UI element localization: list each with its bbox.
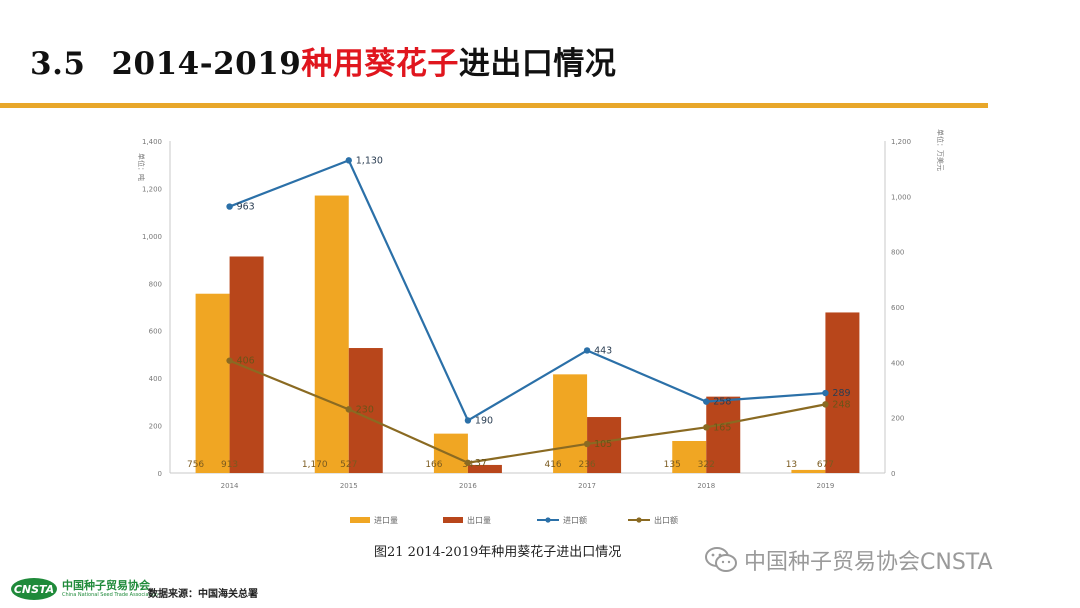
- line-point: [226, 203, 233, 210]
- bar-value-label: 1,170: [302, 460, 328, 470]
- legend-swatch: [443, 517, 463, 523]
- line-value-label: 258: [713, 397, 731, 408]
- bar-value-label: 13: [786, 460, 797, 470]
- import-value-line: [229, 158, 826, 422]
- x-tick-label: 2016: [459, 482, 477, 490]
- line-point: [464, 417, 472, 424]
- line-value-label: 1,130: [356, 155, 383, 166]
- legend-label: 进口额: [563, 515, 587, 525]
- line-point: [703, 398, 710, 405]
- cnsta-logo-icon: CNSTA: [11, 578, 57, 600]
- bar-export-volume: [348, 348, 383, 473]
- bar-import-volume: [791, 469, 826, 473]
- bar-value-label: 166: [425, 460, 442, 470]
- left-tick-label: 600: [149, 328, 162, 336]
- bar-value-label: 416: [544, 460, 561, 470]
- bar-import-volume: [195, 293, 230, 473]
- line-value-label: 190: [475, 415, 493, 426]
- right-tick-label: 200: [891, 415, 904, 423]
- x-tick-label: 2017: [578, 482, 596, 490]
- combo-chart: 0 200 400 600 800 1,000 1,200 1,400 0 200 400 600 80…: [137, 129, 945, 525]
- line-value-label: 443: [594, 345, 612, 356]
- bar-value-label: 913: [221, 460, 238, 470]
- legend-swatch: [350, 517, 370, 523]
- logo-badge-text: CNSTA: [14, 583, 54, 596]
- line-value-label: 165: [713, 422, 731, 433]
- wechat-icon: [705, 547, 737, 572]
- logo-name-en: China National Seed Trade Association: [62, 592, 159, 598]
- right-tick-label: 1,200: [891, 138, 911, 146]
- logo-name-cn: 中国种子贸易协会: [62, 579, 150, 592]
- bar-import-volume: [314, 195, 349, 473]
- watermark-text: 中国种子贸易协会CNSTA: [744, 550, 993, 575]
- line-value-label: 406: [237, 356, 255, 367]
- line-point: [703, 424, 710, 431]
- data-source: 数据来源：中国海关总署: [148, 589, 258, 600]
- left-axis-unit: 单位：吨: [137, 153, 146, 181]
- line-point: [822, 401, 829, 408]
- bar-value-label: 322: [698, 460, 715, 470]
- line-value-label: 289: [832, 388, 850, 399]
- line-value-label: 963: [237, 202, 255, 213]
- line-value-label: 105: [594, 439, 612, 450]
- x-tick-label: 2018: [697, 482, 715, 490]
- legend-swatch-marker: [545, 517, 551, 523]
- line-value-label: 230: [356, 404, 374, 415]
- bar-import-volume: [672, 440, 707, 473]
- bar-export-volume: [229, 256, 264, 473]
- right-tick-label: 400: [891, 359, 904, 367]
- right-tick-label: 800: [891, 249, 904, 257]
- left-tick-label: 1,400: [142, 138, 162, 146]
- line-point: [345, 406, 352, 413]
- bar-import-volume: [433, 433, 468, 473]
- bar-value-label: 756: [187, 460, 204, 470]
- bar-value-label: 236: [578, 460, 595, 470]
- section-number: 3.5: [30, 46, 86, 82]
- figure-caption: 图21 2014-2019年种用葵花子进出口情况: [374, 545, 622, 560]
- x-tick-label: 2014: [221, 482, 239, 490]
- left-tick-label: 1,000: [142, 233, 162, 241]
- bar-export-volume: [706, 396, 741, 473]
- bar-export-volume: [467, 464, 502, 473]
- right-tick-label: 0: [891, 470, 895, 478]
- legend-label: 出口额: [654, 515, 678, 525]
- line-value-label: 248: [832, 399, 850, 410]
- left-tick-label: 200: [149, 423, 162, 431]
- bar-value-label: 527: [340, 460, 357, 470]
- bar-value-label: 677: [817, 460, 834, 470]
- title-years: 2014-2019: [111, 46, 302, 82]
- x-tick-label: 2019: [817, 482, 835, 490]
- line-point: [583, 347, 591, 354]
- title-underline: [0, 103, 988, 108]
- title-tail: 进出口情况: [458, 46, 617, 82]
- right-tick-label: 1,000: [891, 193, 911, 201]
- wechat-watermark: 中国种子贸易协会CNSTA: [704, 544, 993, 576]
- slide-title: 3.5 2014-2019种用葵花子进出口情况: [30, 38, 616, 83]
- line-point: [822, 389, 829, 397]
- right-tick-label: 600: [891, 304, 904, 312]
- legend-swatch-marker: [636, 517, 642, 523]
- line-point: [345, 157, 352, 164]
- line-point: [464, 459, 472, 466]
- title-highlight: 种用葵花子: [301, 46, 459, 82]
- export-value-line: [229, 359, 826, 464]
- legend-label: 出口量: [467, 515, 491, 525]
- line-value-label: 37: [475, 458, 487, 469]
- left-tick-label: 1,200: [142, 185, 162, 193]
- line-point: [226, 357, 233, 364]
- association-logo: CNSTA 中国种子贸易协会 China National Seed Trade…: [10, 577, 158, 601]
- line-point: [583, 440, 591, 448]
- bar-value-label: 135: [664, 460, 681, 470]
- bar-import-volume: [553, 374, 588, 473]
- left-tick-label: 0: [158, 470, 162, 478]
- x-tick-label: 2015: [340, 482, 358, 490]
- bar-export-volume: [587, 417, 622, 473]
- right-axis-unit: 单位：万美元: [936, 129, 945, 171]
- left-tick-label: 400: [149, 375, 162, 383]
- left-tick-label: 800: [149, 280, 162, 288]
- legend-label: 进口量: [374, 516, 398, 525]
- bar-export-volume: [825, 312, 860, 473]
